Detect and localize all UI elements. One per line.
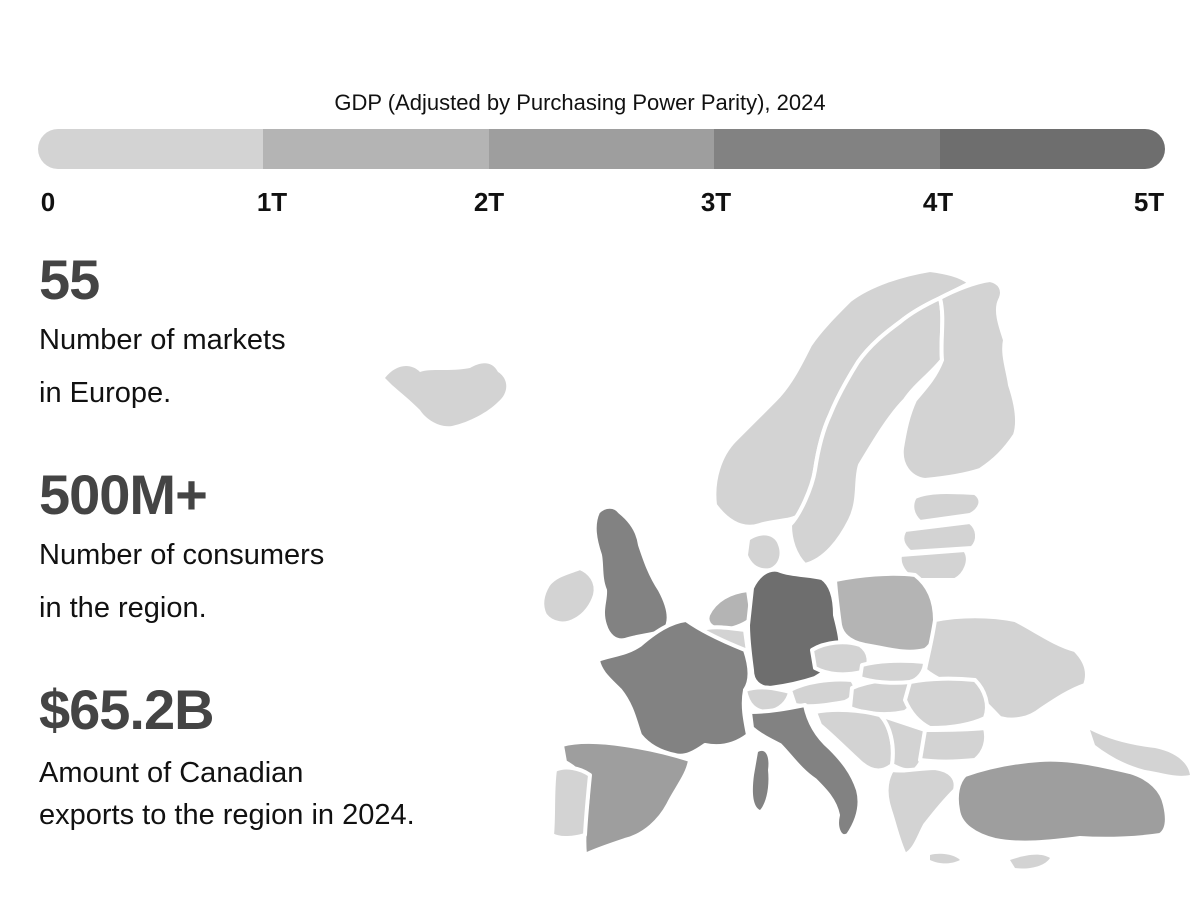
- country-united-kingdom: [592, 504, 671, 643]
- country-iceland: [385, 363, 507, 427]
- country-italy: [748, 703, 862, 839]
- country-poland: [833, 571, 938, 654]
- stat-description: in the region.: [39, 592, 207, 624]
- country-slovakia: [858, 658, 927, 685]
- country-ireland: [540, 566, 598, 626]
- tick-label: 4T: [922, 187, 954, 217]
- stat-value: 500M+: [39, 463, 208, 526]
- legend-ticks: 0 1T 2T 3T 4T 5T: [0, 187, 1200, 221]
- stat-value: 55: [39, 248, 100, 311]
- country-sweden: [788, 296, 945, 567]
- country-greece: [884, 766, 958, 857]
- country-latvia: [900, 520, 979, 554]
- legend-segment-2t-3t: [488, 129, 715, 169]
- country-czechia: [810, 640, 871, 677]
- tick-label: 0: [40, 187, 56, 217]
- country-italy-islands: [752, 750, 769, 810]
- stat-consumers: 500M+ Number of consumers in the region.: [39, 467, 324, 635]
- country-cyprus: [1010, 854, 1050, 869]
- legend-segment-0-1t: [38, 129, 264, 169]
- country-portugal: [550, 765, 592, 840]
- legend-segment-4t-5t: [939, 129, 1165, 169]
- stat-description: exports to the region in 2024.: [39, 799, 415, 831]
- country-lithuania: [897, 548, 970, 582]
- tick-label: 3T: [700, 187, 732, 217]
- country-netherlands: [705, 588, 754, 632]
- legend-title: GDP (Adjusted by Purchasing Power Parity…: [334, 90, 826, 115]
- legend-segment-3t-4t: [714, 129, 940, 169]
- country-turkey: [954, 757, 1169, 845]
- country-georgia: [1090, 730, 1190, 776]
- country-romania: [903, 676, 989, 730]
- country-switzerland: [743, 685, 792, 714]
- country-denmark: [748, 535, 780, 569]
- tick-label: 5T: [1133, 187, 1165, 217]
- country-finland: [899, 278, 1020, 482]
- stat-value: $65.2B: [39, 678, 215, 741]
- tick-label: 1T: [256, 187, 288, 217]
- stat-description: in Europe.: [39, 377, 172, 409]
- country-bulgaria: [918, 726, 989, 764]
- stat-markets: 55 Number of markets in Europe.: [39, 252, 286, 420]
- stat-exports: $65.2B Amount of Canadian exports to the…: [39, 682, 415, 836]
- stat-description: Number of consumers: [39, 539, 325, 571]
- tick-label: 2T: [473, 187, 505, 217]
- stat-description: Amount of Canadian: [39, 757, 304, 789]
- stat-description: Number of markets: [39, 324, 286, 356]
- country-estonia: [910, 489, 983, 524]
- legend-segment-1t-2t: [263, 129, 489, 169]
- country-crete: [930, 853, 960, 864]
- gdp-legend-bar: [38, 129, 1165, 169]
